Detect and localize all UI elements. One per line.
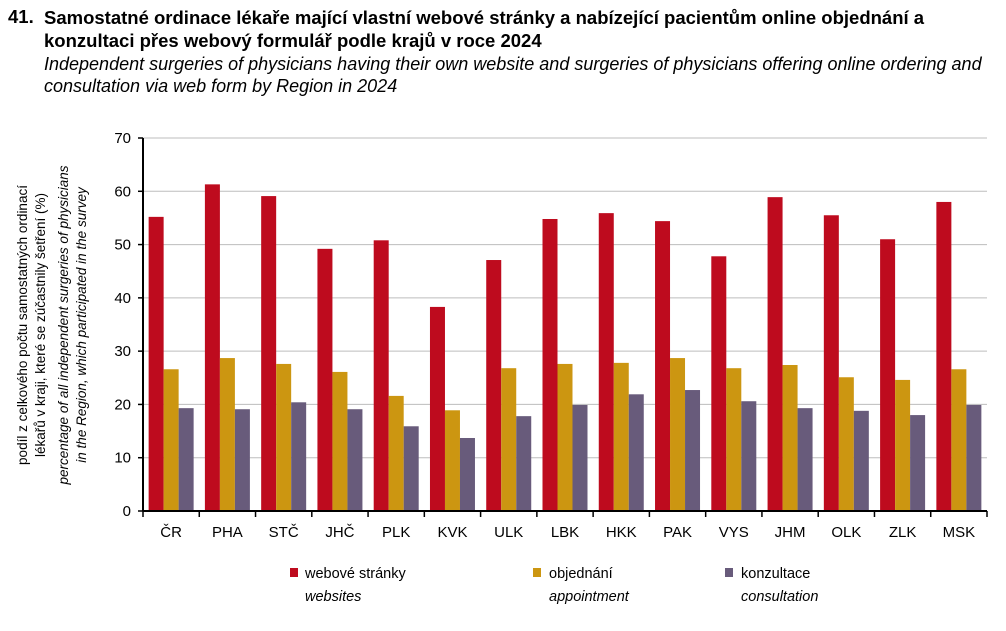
bar-websites-KVK	[429, 306, 445, 511]
y-axis-label-cz-2: lékařů v kraji, které se zúčastnily šetř…	[33, 193, 48, 457]
y-tick-label: 70	[114, 130, 131, 147]
bar-appointment-ČR	[163, 369, 179, 511]
x-tick-label: JHM	[775, 524, 806, 541]
bars	[148, 184, 982, 511]
y-tick-label: 20	[114, 396, 131, 413]
bar-websites-ULK	[486, 260, 502, 511]
bar-appointment-MSK	[951, 369, 967, 511]
x-tick-label: PLK	[382, 524, 410, 541]
x-tick-label: ČR	[160, 524, 182, 541]
x-tick-label: ZLK	[889, 524, 917, 541]
bar-appointment-VYS	[726, 368, 742, 511]
bar-consultation-JHČ	[347, 409, 363, 511]
y-axis-label-en-1: percentage of all independent surgeries …	[56, 165, 71, 485]
legend-label-appointment: objednání	[549, 566, 613, 582]
x-tick-label: STČ	[269, 524, 299, 541]
bar-consultation-PHA	[234, 409, 250, 511]
y-tick-label: 30	[114, 343, 131, 360]
bar-websites-VYS	[711, 256, 727, 511]
y-axis-title: podíl z celkového počtu samostatných ord…	[15, 165, 89, 485]
x-tick-label: MSK	[943, 524, 976, 541]
legend-label-websites: webové stránky	[304, 566, 406, 582]
x-tick-labels: ČR PHA STČ JHČ PLK KVK ULK LBK HKK PAK VYS JHM OLK ZL…	[160, 524, 975, 541]
bar-consultation-HKK	[628, 394, 644, 511]
x-tick-label: LBK	[551, 524, 579, 541]
legend-label-consultation-en: consultation	[741, 589, 818, 605]
y-tick-label: 10	[114, 450, 131, 467]
y-tick-label: 60	[114, 183, 131, 200]
y-axis-label-cz-1: podíl z celkového počtu samostatných ord…	[15, 185, 30, 465]
x-tick-label: VYS	[719, 524, 749, 541]
bar-consultation-KVK	[459, 437, 475, 511]
bar-appointment-STČ	[276, 363, 292, 511]
bar-websites-ZLK	[880, 239, 896, 511]
bar-appointment-ZLK	[895, 379, 911, 511]
bar-appointment-PHA	[219, 358, 235, 511]
bar-websites-HKK	[598, 213, 614, 511]
bar-websites-OLK	[823, 215, 839, 511]
chart-title-block: 41. Samostatné ordinace lékaře mající vl…	[8, 6, 998, 97]
bar-appointment-LBK	[557, 363, 573, 511]
bar-appointment-PLK	[388, 395, 404, 511]
bar-appointment-JHČ	[332, 371, 348, 511]
bar-websites-PAK	[655, 221, 671, 511]
chart-title-en: Independent surgeries of physicians havi…	[44, 54, 982, 96]
x-tick-label: OLK	[831, 524, 861, 541]
legend: webové stránky websites objednání appoin…	[290, 566, 818, 605]
bar-websites-JHM	[767, 197, 783, 511]
y-axis-label-en-2: in the Region, which participated in the…	[74, 186, 89, 463]
bar-consultation-ULK	[516, 416, 532, 511]
legend-swatch-appointment	[533, 568, 541, 577]
bar-consultation-LBK	[572, 404, 588, 511]
bar-websites-ČR	[148, 216, 164, 511]
legend-label-appointment-en: appointment	[549, 589, 630, 605]
legend-label-websites-en: websites	[305, 589, 361, 605]
bar-consultation-ČR	[178, 408, 194, 511]
y-tick-labels: 0 10 20 30 40 50 60 70	[114, 130, 131, 520]
bar-websites-LBK	[542, 218, 558, 511]
x-tick-label: PHA	[212, 524, 243, 541]
bar-websites-PLK	[373, 240, 389, 511]
bar-websites-MSK	[936, 201, 952, 511]
bar-appointment-PAK	[670, 358, 686, 511]
bar-appointment-JHM	[782, 364, 798, 511]
x-tick-label: HKK	[606, 524, 637, 541]
bar-consultation-PLK	[403, 426, 419, 511]
bar-consultation-OLK	[853, 410, 869, 511]
bar-websites-STČ	[261, 196, 277, 511]
bar-websites-JHČ	[317, 248, 333, 511]
x-tick-label: JHČ	[325, 524, 354, 541]
bar-consultation-VYS	[741, 401, 757, 511]
bar-consultation-PAK	[685, 390, 701, 511]
x-tick-label: PAK	[663, 524, 692, 541]
x-tick-label: KVK	[437, 524, 467, 541]
x-tick-label: ULK	[494, 524, 523, 541]
bar-consultation-STČ	[291, 402, 307, 511]
bar-consultation-MSK	[966, 404, 982, 511]
legend-swatch-websites	[290, 568, 298, 577]
y-tick-label: 0	[123, 503, 131, 520]
bar-appointment-ULK	[501, 368, 517, 511]
bar-consultation-JHM	[797, 408, 813, 511]
bar-consultation-ZLK	[910, 415, 926, 511]
legend-swatch-consultation	[725, 568, 733, 577]
bar-appointment-HKK	[613, 362, 629, 511]
bar-appointment-OLK	[838, 377, 854, 511]
chart-number: 41.	[8, 6, 34, 27]
y-tick-label: 40	[114, 290, 131, 307]
bar-websites-PHA	[204, 184, 220, 511]
bar-appointment-KVK	[444, 410, 460, 511]
legend-label-consultation: konzultace	[741, 566, 810, 582]
axes	[138, 137, 988, 517]
y-tick-label: 50	[114, 237, 131, 254]
chart-title-cz: Samostatné ordinace lékaře mající vlastn…	[44, 7, 925, 51]
